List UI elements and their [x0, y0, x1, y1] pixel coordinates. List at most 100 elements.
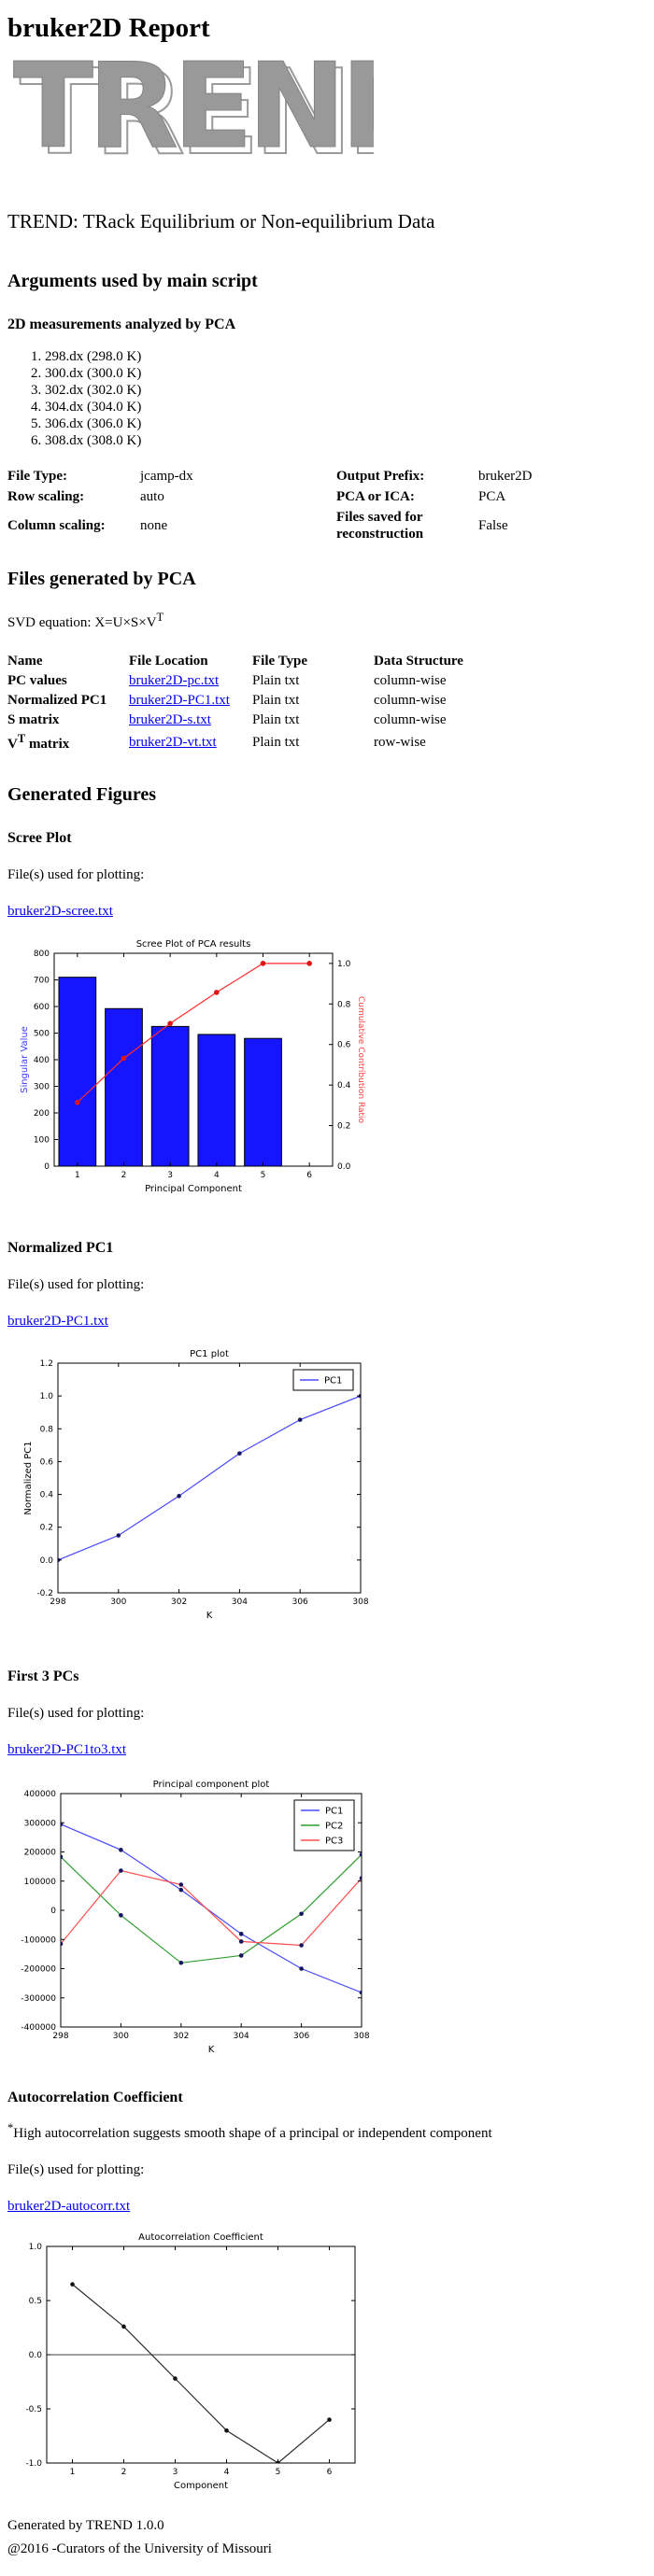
- file-location: bruker2D-pc.txt: [129, 671, 252, 691]
- file-link[interactable]: bruker2D-pc.txt: [129, 673, 220, 688]
- measurements-list: 298.dx (298.0 K) 300.dx (300.0 K) 302.dx…: [21, 348, 647, 449]
- file-structure: row-wise: [374, 734, 426, 750]
- svg-text:100: 100: [34, 1136, 50, 1146]
- pc1to3-file-link[interactable]: bruker2D-PC1to3.txt: [7, 1742, 127, 1757]
- svg-text:400000: 400000: [24, 1790, 57, 1799]
- scree-figure: Scree Plot of PCA results 1 2 3 4 5 6 Principal…: [19, 936, 647, 1206]
- svg-text:1.0: 1.0: [337, 960, 351, 969]
- file-type: Plain txt: [252, 712, 300, 727]
- file-type: Plain txt: [252, 673, 300, 688]
- svg-text:0.0: 0.0: [40, 1556, 54, 1566]
- measurement-item: 306.dx (306.0 K): [45, 415, 647, 432]
- svg-text:302: 302: [171, 1598, 187, 1607]
- autocorr-file-link[interactable]: bruker2D-autocorr.txt: [7, 2199, 131, 2214]
- svg-text:2: 2: [121, 1171, 127, 1180]
- svg-text:0.4: 0.4: [40, 1491, 54, 1500]
- pc1-file-link[interactable]: bruker2D-PC1.txt: [7, 1314, 108, 1329]
- svg-text:306: 306: [293, 2032, 309, 2041]
- svg-text:-300000: -300000: [21, 1994, 56, 2004]
- svg-text:-1.0: -1.0: [25, 2459, 42, 2469]
- svg-text:Scree Plot of PCA results: Scree Plot of PCA results: [136, 939, 251, 950]
- svg-text:-400000: -400000: [21, 2023, 56, 2033]
- file-link[interactable]: bruker2D-vt.txt: [129, 734, 217, 750]
- files-col-location: File Location: [129, 654, 208, 669]
- svg-text:0.5: 0.5: [29, 2297, 42, 2306]
- file-type: Plain txt: [252, 734, 300, 750]
- file-structure: column-wise: [374, 712, 447, 727]
- file-link[interactable]: bruker2D-s.txt: [129, 712, 211, 727]
- svg-text:4: 4: [214, 1171, 220, 1180]
- file-name: VT matrix: [7, 730, 129, 754]
- svg-text:5: 5: [261, 1171, 266, 1180]
- svg-text:-100000: -100000: [21, 1936, 56, 1945]
- svg-text:3: 3: [173, 2468, 178, 2477]
- measurement-item: 308.dx (308.0 K): [45, 432, 647, 449]
- measurement-item: 304.dx (304.0 K): [45, 399, 647, 415]
- svg-text:Component: Component: [174, 2481, 228, 2491]
- page-title: bruker2D Report: [7, 13, 210, 43]
- svg-text:4: 4: [224, 2468, 230, 2477]
- svg-text:600: 600: [34, 1003, 50, 1012]
- scree-heading: Scree Plot: [7, 830, 72, 846]
- pc1to3-figure: Principal component plot 298 300 302 304 306 3…: [12, 1775, 647, 2071]
- setting-value: none: [140, 518, 168, 533]
- file-location: bruker2D-PC1.txt: [129, 691, 252, 711]
- pc1-plot-chart: PC1 plot 298 300 302 304 306 308 K -0.2 0.0 0.2 0.4…: [23, 1349, 369, 1621]
- file-name-sup: T: [17, 732, 26, 745]
- svg-text:Normalized PC1: Normalized PC1: [23, 1441, 34, 1514]
- trend-logo-shadow: TREND: [20, 55, 374, 162]
- svg-text:-0.2: -0.2: [36, 1589, 53, 1598]
- settings-row: File Type: jcamp-dx Output Prefix: bruke…: [7, 466, 590, 486]
- svg-text:PC1: PC1: [324, 1376, 342, 1387]
- svg-text:300000: 300000: [24, 1819, 57, 1828]
- measurements-heading: 2D measurements analyzed by PCA: [7, 317, 236, 332]
- autocorr-note-text: High autocorrelation suggests smooth sha…: [13, 2126, 492, 2141]
- svg-text:1.0: 1.0: [40, 1392, 54, 1401]
- svg-text:298: 298: [50, 1598, 65, 1607]
- svg-text:300: 300: [110, 1598, 126, 1607]
- pc1-file: bruker2D-PC1.txt: [7, 1314, 647, 1330]
- file-name: PC values: [7, 673, 67, 688]
- svg-text:PC1: PC1: [325, 1807, 343, 1817]
- measurement-item: 298.dx (298.0 K): [45, 348, 647, 365]
- autocorr-note-star: *: [7, 2121, 14, 2134]
- svg-text:2: 2: [121, 2468, 127, 2477]
- files-table: Name File Location File Type Data Struct…: [7, 652, 463, 754]
- svg-text:3: 3: [167, 1171, 173, 1180]
- svg-text:Cumulative Contribution Ratio: Cumulative Contribution Ratio: [356, 996, 365, 1124]
- svd-equation-sup: T: [156, 611, 164, 624]
- report-footer: Generated by TREND 1.0.0 @2016 -Curators…: [7, 2518, 647, 2557]
- svg-text:304: 304: [234, 2032, 249, 2041]
- file-structure: column-wise: [374, 693, 447, 708]
- svg-text:PC1 plot: PC1 plot: [190, 1349, 229, 1359]
- setting-label: Output Prefix:: [336, 469, 425, 484]
- settings-row: Column scaling: none Files saved for rec…: [7, 507, 590, 544]
- file-name-base: V: [7, 737, 18, 752]
- setting-value: PCA: [478, 489, 506, 504]
- setting-label: File Type:: [7, 469, 68, 484]
- files-row: Normalized PC1 bruker2D-PC1.txt Plain tx…: [7, 691, 463, 711]
- file-structure: column-wise: [374, 673, 447, 688]
- scree-file-link[interactable]: bruker2D-scree.txt: [7, 904, 113, 919]
- svg-text:0.8: 0.8: [337, 1000, 351, 1009]
- svg-text:-0.5: -0.5: [25, 2405, 42, 2414]
- copyright: @2016 -Curators of the University of Mis…: [7, 2541, 272, 2556]
- pc1-files-label: File(s) used for plotting:: [7, 1277, 145, 1292]
- svg-text:1.2: 1.2: [40, 1359, 53, 1369]
- svg-text:300: 300: [34, 1083, 50, 1092]
- settings-row: Row scaling: auto PCA or ICA: PCA: [7, 486, 590, 507]
- files-row: PC values bruker2D-pc.txt Plain txt colu…: [7, 671, 463, 691]
- svg-text:304: 304: [232, 1598, 248, 1607]
- trend-logo-text: TREND: [13, 55, 374, 162]
- svg-text:6: 6: [327, 2468, 333, 2477]
- file-link[interactable]: bruker2D-PC1.txt: [129, 693, 230, 708]
- pc1-heading: Normalized PC1: [7, 1240, 114, 1256]
- generated-by: Generated by TREND 1.0.0: [7, 2518, 164, 2533]
- svg-text:700: 700: [34, 977, 50, 986]
- pc1to3-plot-chart: Principal component plot 298 300 302 304 306 3…: [21, 1780, 369, 2055]
- files-col-structure: Data Structure: [374, 654, 463, 669]
- report-subtitle: TREND: TRack Equilibrium or Non-equilibr…: [7, 210, 435, 232]
- pc1to3-file: bruker2D-PC1to3.txt: [7, 1742, 647, 1758]
- svg-text:0.6: 0.6: [40, 1457, 54, 1467]
- svd-equation-text: SVD equation: X=U×S×V: [7, 615, 157, 630]
